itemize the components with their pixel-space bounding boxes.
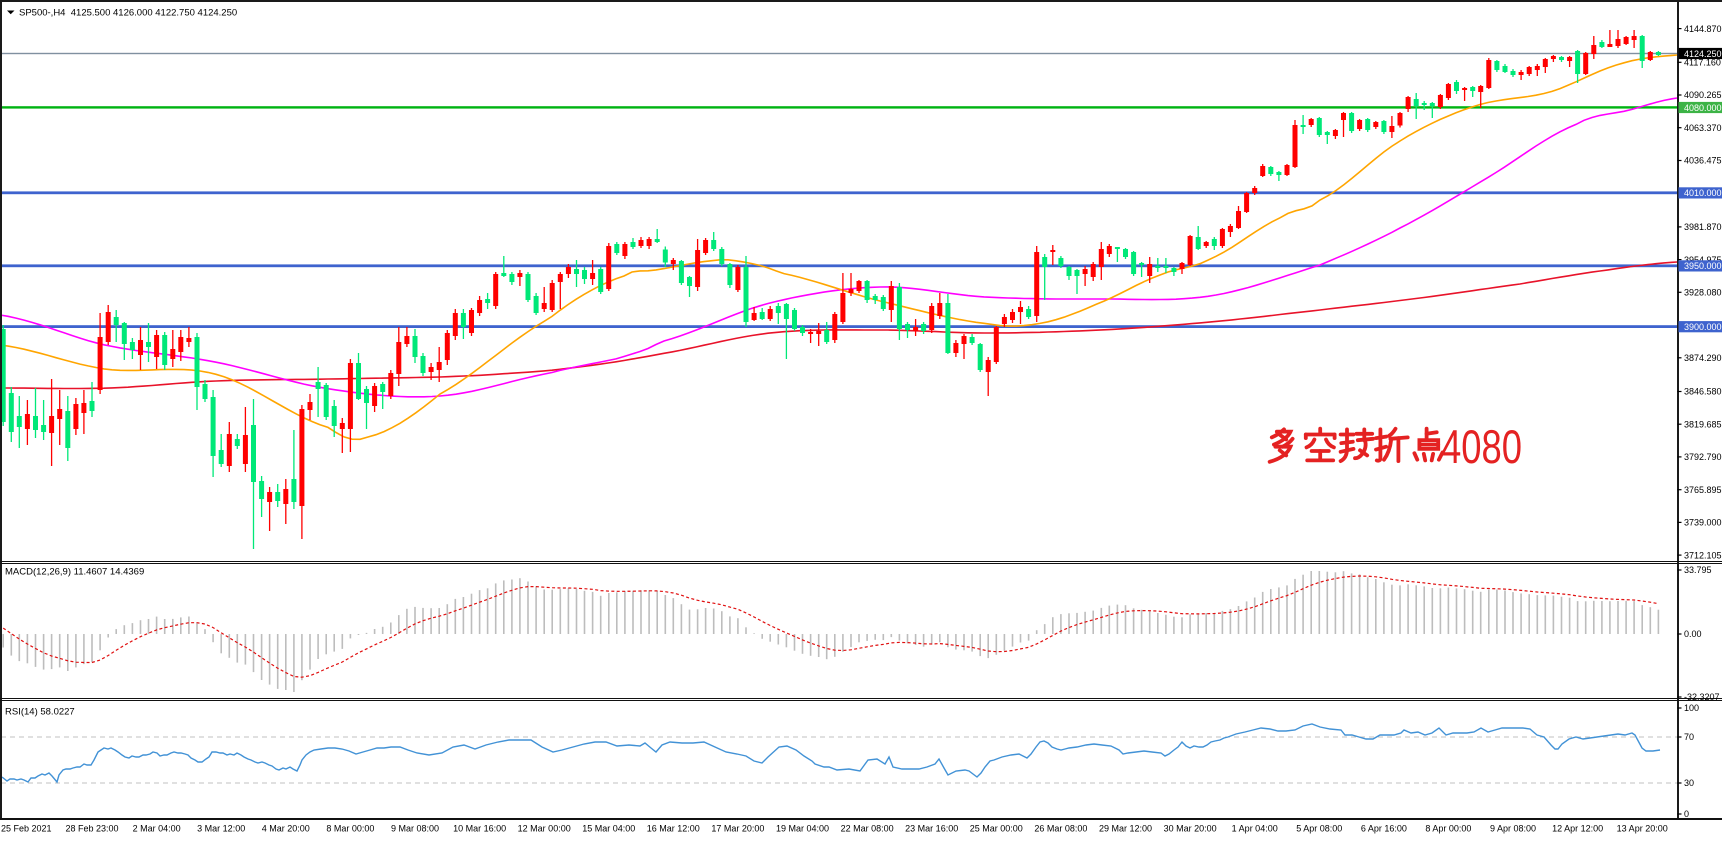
svg-text:3928.080: 3928.080 (1684, 288, 1722, 298)
svg-text:3739.000: 3739.000 (1684, 518, 1722, 528)
svg-text:3900.000: 3900.000 (1684, 322, 1722, 332)
svg-text:0.00: 0.00 (1684, 629, 1702, 639)
svg-text:15 Mar 04:00: 15 Mar 04:00 (582, 824, 635, 834)
svg-text:29 Mar 12:00: 29 Mar 12:00 (1099, 824, 1152, 834)
svg-text:26 Mar 08:00: 26 Mar 08:00 (1034, 824, 1087, 834)
svg-text:4 Mar 20:00: 4 Mar 20:00 (262, 824, 310, 834)
svg-text:33.795: 33.795 (1684, 565, 1712, 575)
svg-text:3765.895: 3765.895 (1684, 485, 1722, 495)
svg-text:3874.290: 3874.290 (1684, 353, 1722, 363)
svg-text:3712.105: 3712.105 (1684, 550, 1722, 560)
svg-text:10 Mar 16:00: 10 Mar 16:00 (453, 824, 506, 834)
svg-text:RSI(14) 58.0227: RSI(14) 58.0227 (5, 707, 75, 718)
svg-text:3981.870: 3981.870 (1684, 222, 1722, 232)
svg-text:4063.370: 4063.370 (1684, 123, 1722, 133)
svg-text:28 Feb 23:00: 28 Feb 23:00 (65, 824, 118, 834)
svg-text:30 Mar 20:00: 30 Mar 20:00 (1164, 824, 1217, 834)
svg-text:4124.250: 4124.250 (1684, 49, 1722, 59)
svg-text:3 Mar 12:00: 3 Mar 12:00 (197, 824, 245, 834)
svg-text:1 Apr 04:00: 1 Apr 04:00 (1232, 824, 1278, 834)
svg-text:17 Mar 20:00: 17 Mar 20:00 (711, 824, 764, 834)
svg-text:4090.265: 4090.265 (1684, 90, 1722, 100)
svg-text:5 Apr 08:00: 5 Apr 08:00 (1296, 824, 1342, 834)
svg-text:MACD(12,26,9) 11.4607 14.4369: MACD(12,26,9) 11.4607 14.4369 (5, 567, 144, 578)
svg-text:22 Mar 08:00: 22 Mar 08:00 (841, 824, 894, 834)
svg-text:25 Mar 00:00: 25 Mar 00:00 (970, 824, 1023, 834)
svg-text:9 Mar 08:00: 9 Mar 08:00 (391, 824, 439, 834)
svg-text:19 Mar 04:00: 19 Mar 04:00 (776, 824, 829, 834)
svg-text:3950.000: 3950.000 (1684, 261, 1722, 271)
svg-text:8 Apr 00:00: 8 Apr 00:00 (1425, 824, 1471, 834)
svg-text:4080: 4080 (1441, 420, 1522, 473)
svg-text:16 Mar 12:00: 16 Mar 12:00 (647, 824, 700, 834)
svg-text:4080.000: 4080.000 (1684, 103, 1722, 113)
svg-text:3792.790: 3792.790 (1684, 452, 1722, 462)
svg-text:4036.475: 4036.475 (1684, 156, 1722, 166)
svg-text:4010.000: 4010.000 (1684, 188, 1722, 198)
svg-text:8 Mar 00:00: 8 Mar 00:00 (326, 824, 374, 834)
svg-text:9 Apr 08:00: 9 Apr 08:00 (1490, 824, 1536, 834)
svg-text:3819.685: 3819.685 (1684, 419, 1722, 429)
svg-text:25 Feb 2021: 25 Feb 2021 (1, 824, 52, 834)
svg-text:30: 30 (1684, 778, 1694, 788)
svg-text:13 Apr 20:00: 13 Apr 20:00 (1617, 824, 1668, 834)
svg-text:23 Mar 16:00: 23 Mar 16:00 (905, 824, 958, 834)
svg-text:-32.3207: -32.3207 (1684, 692, 1720, 702)
svg-text:4144.870: 4144.870 (1684, 24, 1722, 34)
svg-text:3846.580: 3846.580 (1684, 387, 1722, 397)
svg-text:12 Mar 00:00: 12 Mar 00:00 (518, 824, 571, 834)
svg-text:2 Mar 04:00: 2 Mar 04:00 (133, 824, 181, 834)
svg-text:SP500-,H4 4125.500 4126.000 4: SP500-,H4 4125.500 4126.000 4122.750 412… (19, 8, 237, 19)
svg-text:0: 0 (1684, 809, 1689, 819)
svg-text:12 Apr 12:00: 12 Apr 12:00 (1552, 824, 1603, 834)
svg-text:100: 100 (1684, 703, 1699, 713)
svg-text:6 Apr 16:00: 6 Apr 16:00 (1361, 824, 1407, 834)
svg-text:70: 70 (1684, 732, 1694, 742)
